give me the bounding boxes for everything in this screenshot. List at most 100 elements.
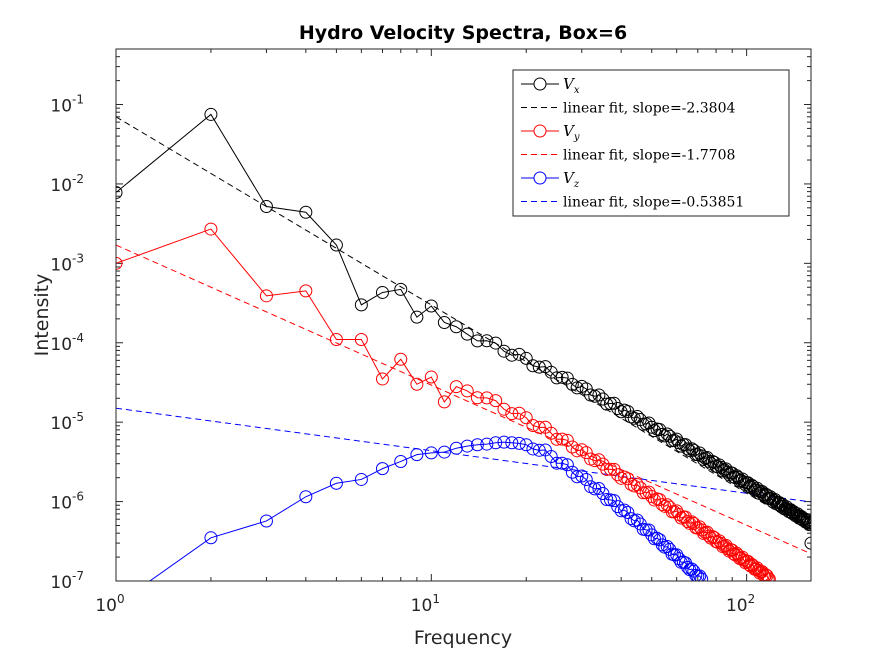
data-point-z <box>560 458 574 472</box>
data-point-y <box>259 289 273 303</box>
data-point-y <box>449 380 463 394</box>
fit-lines <box>116 116 811 555</box>
data-point-z <box>480 437 494 451</box>
fit-line-1 <box>116 244 811 555</box>
data-point-z <box>299 490 313 504</box>
data-point-z <box>689 568 703 581</box>
data-point-y <box>375 372 389 386</box>
data-point-z <box>695 572 709 581</box>
data-point-z <box>618 503 632 517</box>
legend-marker-x <box>533 77 547 91</box>
data-point-y <box>550 432 564 446</box>
data-point-y <box>570 444 584 458</box>
data-point-z <box>532 443 546 457</box>
data-point-y <box>532 420 546 434</box>
data-point-y <box>424 370 438 384</box>
data-point-x <box>603 397 617 411</box>
data-point-z <box>655 538 669 552</box>
data-point-z <box>611 500 625 514</box>
data-point-y <box>588 454 602 468</box>
data-point-y <box>660 498 674 512</box>
data-point-z <box>259 514 273 528</box>
y-tick-labels: 10-710-610-510-410-310-210-1 <box>50 93 84 593</box>
data-point-x <box>489 336 503 350</box>
data-point-z <box>650 531 664 545</box>
chart-title: Hydro Velocity Spectra, Box=6 <box>299 22 627 44</box>
data-point-x <box>565 377 579 391</box>
data-point-y <box>410 377 424 391</box>
data-point-x <box>802 518 811 532</box>
data-point-x <box>555 370 569 384</box>
data-point-z <box>512 436 526 450</box>
data-point-y <box>618 470 632 484</box>
plot-frame <box>115 48 812 582</box>
data-point-z <box>555 456 569 470</box>
fit-line-0 <box>116 116 811 532</box>
data-point-y <box>489 394 503 408</box>
data-point-y <box>647 493 661 507</box>
data-point-x <box>259 199 273 213</box>
data-point-y <box>555 432 569 446</box>
fit-line-2 <box>116 407 811 503</box>
data-point-z <box>329 476 343 490</box>
data-point-x <box>116 185 123 199</box>
data-point-z <box>660 540 674 554</box>
data-point-z <box>489 436 503 450</box>
data-point-z <box>449 441 463 455</box>
data-point-y <box>565 440 579 454</box>
data-point-x <box>460 327 474 341</box>
data-point-y <box>512 406 526 420</box>
data-point-y <box>505 407 519 421</box>
data-point-z <box>470 438 484 452</box>
data-point-z <box>579 472 593 486</box>
data-point-x <box>449 320 463 334</box>
data-point-z <box>621 505 635 519</box>
data-point-x <box>375 285 389 299</box>
legend-fit-label-1: linear fit, slope=-1.7708 <box>563 148 735 164</box>
data-point-y <box>655 498 669 512</box>
data-point-x <box>394 282 408 296</box>
y-axis-label: Intensity <box>31 274 53 357</box>
data-point-z <box>600 493 614 507</box>
data-point-z <box>437 445 451 459</box>
data-point-z <box>672 552 686 566</box>
data-point-z <box>588 482 602 496</box>
x-axis-label: Frequency <box>414 627 512 649</box>
data-point-x <box>299 205 313 219</box>
data-point-y <box>519 411 533 425</box>
data-point-y <box>600 462 614 476</box>
data-point-z <box>575 469 589 483</box>
data-point-x <box>716 464 730 478</box>
data-point-x <box>611 401 625 415</box>
data-point-x <box>804 536 811 550</box>
data-point-y <box>624 477 638 491</box>
data-point-z <box>460 439 474 453</box>
data-point-x <box>437 315 451 329</box>
data-point-x <box>497 344 511 358</box>
data-point-y <box>560 433 574 447</box>
data-point-y <box>636 486 650 500</box>
data-point-y <box>437 395 451 409</box>
data-point-y <box>575 443 589 457</box>
data-series <box>116 107 811 581</box>
data-point-x <box>647 424 661 438</box>
data-point-z <box>693 569 707 581</box>
data-point-x <box>627 411 641 425</box>
data-point-z <box>375 462 389 476</box>
data-point-y <box>470 391 484 405</box>
data-point-z <box>424 446 438 460</box>
data-point-z <box>505 436 519 450</box>
data-point-x <box>424 299 438 313</box>
data-point-x <box>550 371 564 385</box>
data-point-y <box>204 222 218 236</box>
data-point-z <box>410 448 424 462</box>
axis-ticks <box>115 48 811 582</box>
data-point-x <box>596 392 610 406</box>
data-point-x <box>512 347 526 361</box>
data-point-x <box>803 516 811 530</box>
data-point-y <box>497 402 511 416</box>
data-point-z <box>592 481 606 495</box>
data-point-x <box>354 298 368 312</box>
data-point-x <box>505 348 519 362</box>
